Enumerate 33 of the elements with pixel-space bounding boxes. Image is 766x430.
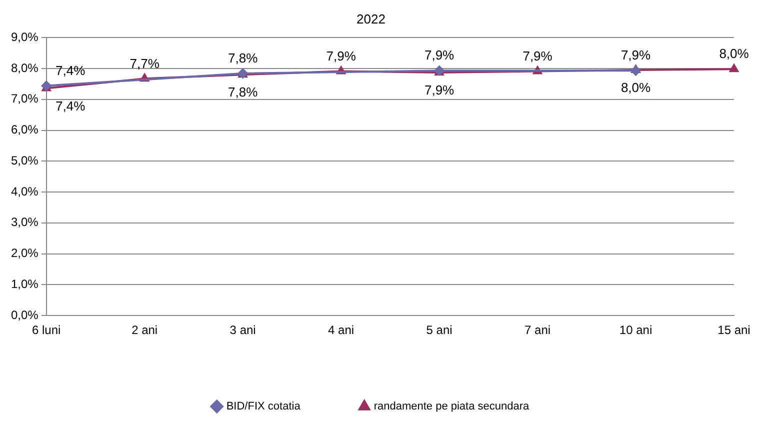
data-label: 8,0% <box>719 46 750 62</box>
data-label: 7,9% <box>326 48 356 64</box>
x-tick-label: 4 ani <box>328 323 354 338</box>
y-tick-label: 3,0% <box>10 215 39 230</box>
data-label: 7,9% <box>424 48 455 63</box>
x-tick-label: 6 luni <box>32 323 61 338</box>
x-tick-label: 15 ani <box>718 323 750 338</box>
y-tick-label: 8,0% <box>10 60 39 75</box>
y-tick-label: 6,0% <box>10 122 39 137</box>
y-tick-label: 5,0% <box>10 153 39 168</box>
data-label: 7,7% <box>130 56 160 71</box>
y-tick-label: 2,0% <box>10 246 39 260</box>
data-label: 7,8% <box>228 50 258 66</box>
x-tick-label: 10 ani <box>619 323 652 338</box>
y-tick-label: 4,0% <box>10 184 39 198</box>
x-tick-label: 7 ani <box>524 323 551 338</box>
data-label: 7,8% <box>228 84 258 100</box>
legend-label: BID/FIX cotatia <box>226 400 302 413</box>
data-label: 7,4% <box>56 98 86 114</box>
chart-title: 2022 <box>356 11 386 26</box>
data-label: 7,4% <box>56 62 86 78</box>
legend-label: randamente pe piata secundara <box>374 400 530 413</box>
y-tick-label: 7,0% <box>10 92 39 106</box>
data-label: 7,9% <box>620 48 652 63</box>
x-tick-label: 3 ani <box>230 323 256 338</box>
y-tick-label: 0,0% <box>10 308 39 322</box>
x-tick-label: 2 ani <box>132 323 158 338</box>
data-label: 8,0% <box>620 80 652 96</box>
data-label: 7,9% <box>522 48 553 64</box>
y-tick-label: 9,0% <box>10 30 39 44</box>
data-label: 7,9% <box>424 82 455 98</box>
x-tick-label: 5 ani <box>426 323 452 338</box>
y-tick-label: 1,0% <box>10 277 39 292</box>
